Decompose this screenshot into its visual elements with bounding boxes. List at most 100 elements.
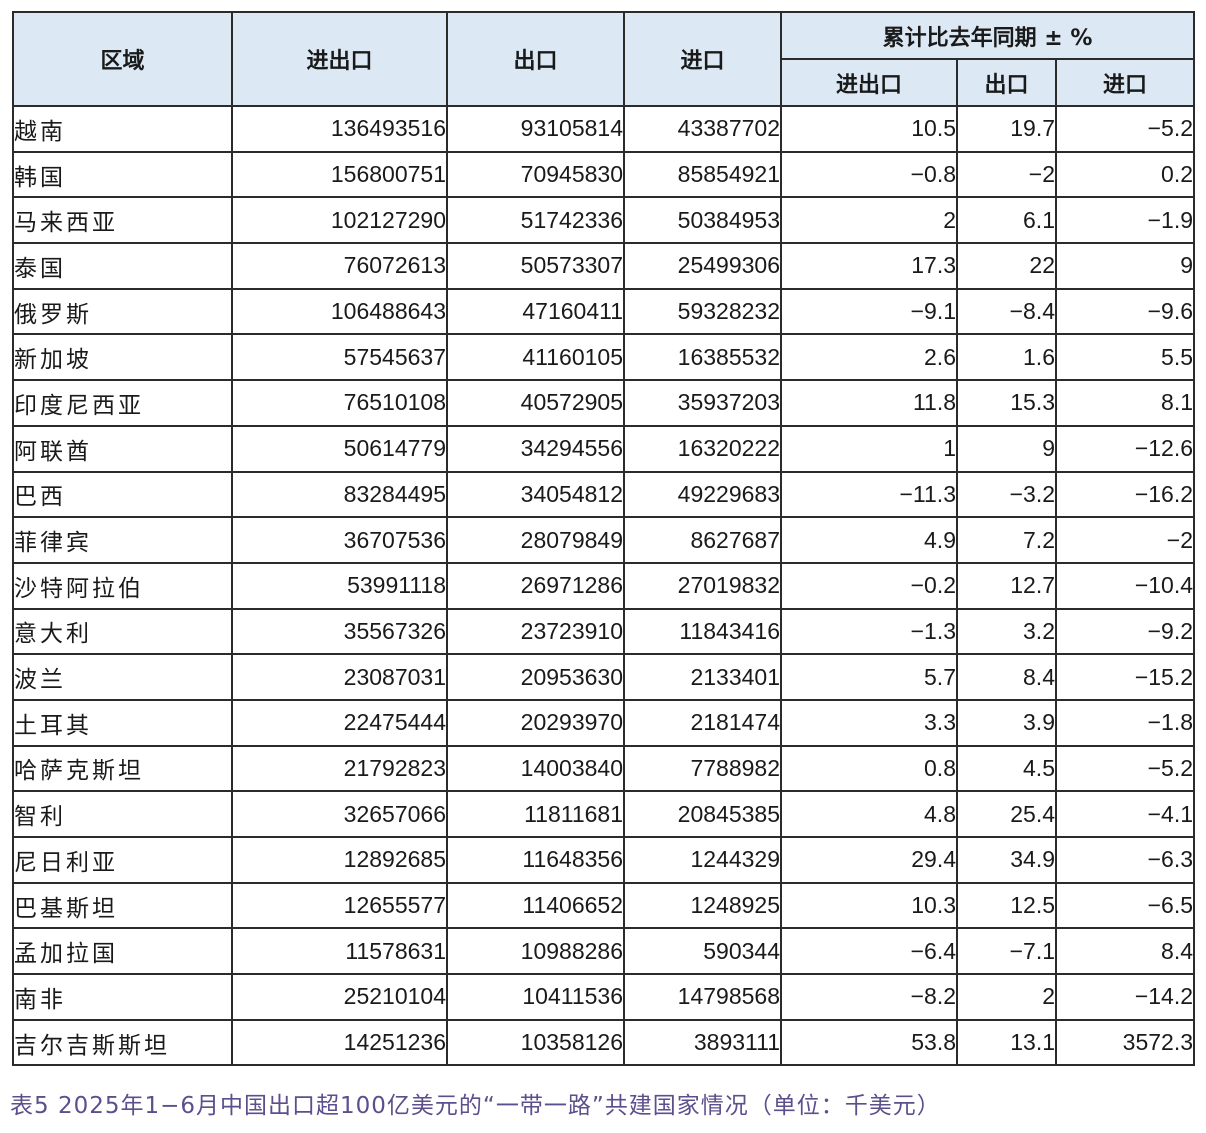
table-row: 泰国 76072613 50573307 25499306 17.3 22 9: [12, 242, 1196, 290]
cell-export: 11406652: [446, 881, 625, 930]
cell-total: 12892685: [231, 836, 448, 884]
cell-yoy-export: −8.4: [956, 287, 1057, 336]
cell-yoy-import: −1.9: [1054, 196, 1196, 245]
cell-region: 巴基斯坦: [12, 881, 233, 930]
cell-export: 70945830: [446, 150, 625, 199]
cell-yoy-import: −15.2: [1054, 653, 1196, 701]
cell-total: 106488643: [231, 287, 448, 336]
cell-export: 10988286: [446, 927, 625, 976]
cell-yoy-export: 8.4: [956, 653, 1057, 701]
header-total: 进出口: [231, 11, 448, 107]
cell-region: 韩国: [12, 150, 233, 199]
cell-yoy-import: −1.8: [1054, 698, 1196, 747]
cell-export: 23723910: [446, 607, 625, 656]
cell-yoy-total: −6.4: [780, 927, 958, 976]
header-row-top: 区域 进出口 出口 进口 累计比去年同期 ± %: [12, 11, 1196, 107]
cell-export: 93105814: [446, 105, 625, 153]
cell-yoy-import: −6.5: [1054, 881, 1196, 930]
cell-region: 孟加拉国: [12, 927, 233, 976]
cell-yoy-total: 2.6: [780, 333, 958, 382]
table-row: 尼日利亚 12892685 11648356 1244329 29.4 34.9 −6.3: [12, 836, 1196, 884]
cell-yoy-total: 10.5: [780, 105, 958, 153]
cell-yoy-import: 5.5: [1054, 333, 1196, 382]
cell-yoy-export: 4.5: [956, 744, 1057, 793]
cell-import: 8627687: [623, 516, 782, 564]
cell-export: 14003840: [446, 744, 625, 793]
cell-total: 156800751: [231, 150, 448, 199]
cell-yoy-import: 9: [1054, 242, 1196, 290]
cell-yoy-total: −1.3: [780, 607, 958, 656]
cell-total: 14251236: [231, 1018, 448, 1067]
cell-yoy-export: 2: [956, 973, 1057, 1021]
table-row: 波兰 23087031 20953630 2133401 5.7 8.4 −15.2: [12, 653, 1196, 701]
cell-yoy-total: 29.4: [780, 836, 958, 884]
cell-total: 76072613: [231, 242, 448, 290]
cell-region: 菲律宾: [12, 516, 233, 564]
cell-total: 36707536: [231, 516, 448, 564]
table-row: 新加坡 57545637 41160105 16385532 2.6 1.6 5.5: [12, 333, 1196, 382]
cell-yoy-export: 22: [956, 242, 1057, 290]
cell-import: 49229683: [623, 470, 782, 519]
cell-yoy-total: 4.8: [780, 790, 958, 838]
table-row: 菲律宾 36707536 28079849 8627687 4.9 7.2 −2: [12, 516, 1196, 564]
cell-yoy-total: 0.8: [780, 744, 958, 793]
table-row: 越南 136493516 93105814 43387702 10.5 19.7 −5.2: [12, 105, 1196, 153]
cell-export: 20953630: [446, 653, 625, 701]
cell-region: 印度尼西亚: [12, 379, 233, 427]
cell-import: 1244329: [623, 836, 782, 884]
cell-yoy-export: 15.3: [956, 379, 1057, 427]
cell-yoy-import: −9.2: [1054, 607, 1196, 656]
header-region: 区域: [12, 11, 233, 107]
cell-export: 41160105: [446, 333, 625, 382]
cell-yoy-export: 19.7: [956, 105, 1057, 153]
cell-region: 哈萨克斯坦: [12, 744, 233, 793]
table-body: 越南 136493516 93105814 43387702 10.5 19.7 −5.2 韩…: [12, 105, 1196, 1067]
cell-export: 34294556: [446, 424, 625, 473]
cell-import: 27019832: [623, 561, 782, 610]
header-row-sub: 进出口 出口 进口: [13, 58, 1196, 107]
cell-yoy-export: 3.2: [956, 607, 1057, 656]
cell-region: 沙特阿拉伯: [12, 561, 233, 610]
cell-export: 11811681: [446, 790, 625, 838]
cell-region: 马来西亚: [12, 196, 233, 245]
cell-total: 102127290: [231, 196, 448, 245]
cell-yoy-import: −9.6: [1054, 287, 1196, 336]
cell-total: 53991118: [231, 561, 448, 610]
table-row: 意大利 35567326 23723910 11843416 −1.3 3.2 −9.2: [12, 607, 1196, 656]
cell-import: 59328232: [623, 287, 782, 336]
cell-region: 巴西: [12, 470, 233, 519]
cell-yoy-import: 8.4: [1054, 927, 1196, 976]
cell-total: 11578631: [231, 927, 448, 976]
cell-import: 7788982: [623, 744, 782, 793]
cell-import: 43387702: [623, 105, 782, 153]
table-row: 巴基斯坦 12655577 11406652 1248925 10.3 12.5 −6.5: [12, 881, 1196, 930]
cell-yoy-export: 25.4: [956, 790, 1057, 838]
header-yoy-import: 进口: [1054, 58, 1196, 107]
cell-yoy-import: −12.6: [1054, 424, 1196, 473]
cell-import: 16385532: [623, 333, 782, 382]
cell-yoy-total: −0.8: [780, 150, 958, 199]
trade-table: 区域 进出口 出口 进口 累计比去年同期 ± % 进出口 出口 进口 越南 136…: [12, 11, 1196, 1067]
cell-yoy-export: 13.1: [956, 1018, 1057, 1067]
table-row: 巴西 83284495 34054812 49229683 −11.3 −3.2 −16.2: [12, 470, 1196, 519]
cell-total: 21792823: [231, 744, 448, 793]
cell-import: 3893111: [623, 1018, 782, 1067]
cell-region: 俄罗斯: [12, 287, 233, 336]
table-row: 孟加拉国 11578631 10988286 590344 −6.4 −7.1 8.4: [12, 927, 1196, 976]
cell-total: 136493516: [231, 105, 448, 153]
cell-region: 泰国: [12, 242, 233, 290]
cell-yoy-import: −6.3: [1054, 836, 1196, 884]
table-row: 南非 25210104 10411536 14798568 −8.2 2 −14.2: [12, 973, 1196, 1021]
cell-import: 85854921: [623, 150, 782, 199]
cell-import: 20845385: [623, 790, 782, 838]
cell-yoy-import: −5.2: [1054, 105, 1196, 153]
cell-yoy-import: −16.2: [1054, 470, 1196, 519]
cell-yoy-total: −8.2: [780, 973, 958, 1021]
cell-yoy-export: 34.9: [956, 836, 1057, 884]
cell-yoy-total: −11.3: [780, 470, 958, 519]
cell-import: 590344: [623, 927, 782, 976]
cell-import: 11843416: [623, 607, 782, 656]
cell-region: 尼日利亚: [12, 836, 233, 884]
cell-import: 14798568: [623, 973, 782, 1021]
cell-total: 32657066: [231, 790, 448, 838]
